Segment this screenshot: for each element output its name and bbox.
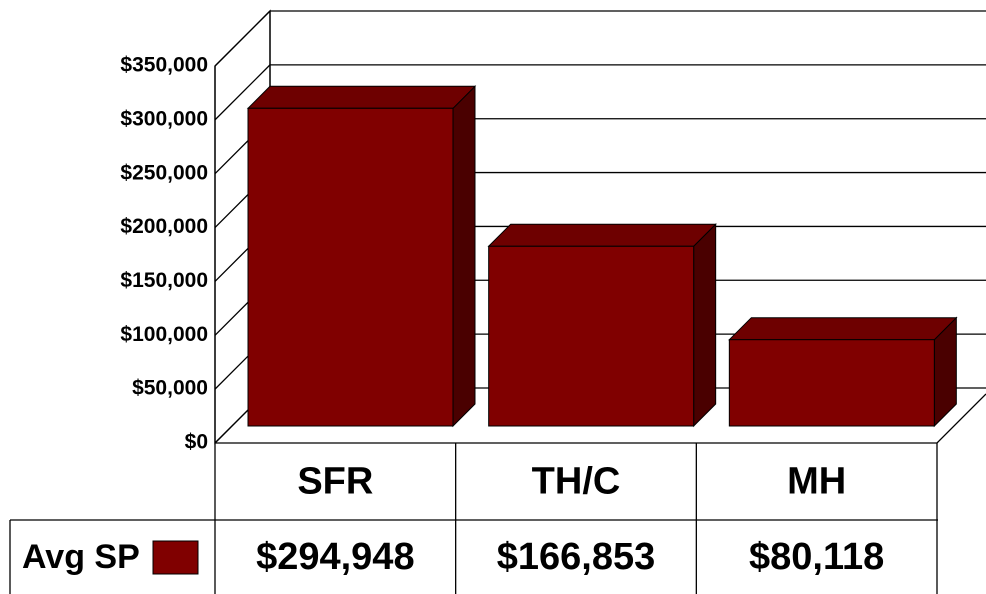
bar-side xyxy=(693,223,717,428)
y-tick-label: $50,000 xyxy=(132,377,208,400)
legend-label: Avg SP xyxy=(22,538,140,576)
bar-side xyxy=(452,85,476,428)
y-tick-label: $0 xyxy=(185,431,208,454)
bars xyxy=(246,85,958,428)
legend-key xyxy=(152,540,199,575)
bar xyxy=(488,245,695,427)
bar xyxy=(247,107,454,427)
y-tick-label: $200,000 xyxy=(120,215,208,238)
bar-top xyxy=(487,223,717,247)
y-tick-label: $350,000 xyxy=(120,54,208,77)
bar-top xyxy=(728,317,958,341)
category-label: MH xyxy=(787,461,846,503)
data-table: SFR $294,948 TH/C $166,853 MH $80,118 Avg SP xyxy=(9,443,938,594)
value-label: $80,118 xyxy=(749,536,884,578)
y-tick-label: $100,000 xyxy=(120,323,208,346)
value-label: $294,948 xyxy=(256,536,415,578)
category-label: SFR xyxy=(297,461,373,503)
y-tick-label: $150,000 xyxy=(120,269,208,292)
grid-line xyxy=(214,64,271,121)
grid-line xyxy=(214,10,271,67)
bar xyxy=(728,339,935,427)
y-tick-label: $250,000 xyxy=(120,161,208,184)
bar-top xyxy=(246,85,477,109)
category-label: TH/C xyxy=(532,461,621,503)
y-tick-label: $300,000 xyxy=(120,107,208,130)
value-label: $166,853 xyxy=(497,536,656,578)
